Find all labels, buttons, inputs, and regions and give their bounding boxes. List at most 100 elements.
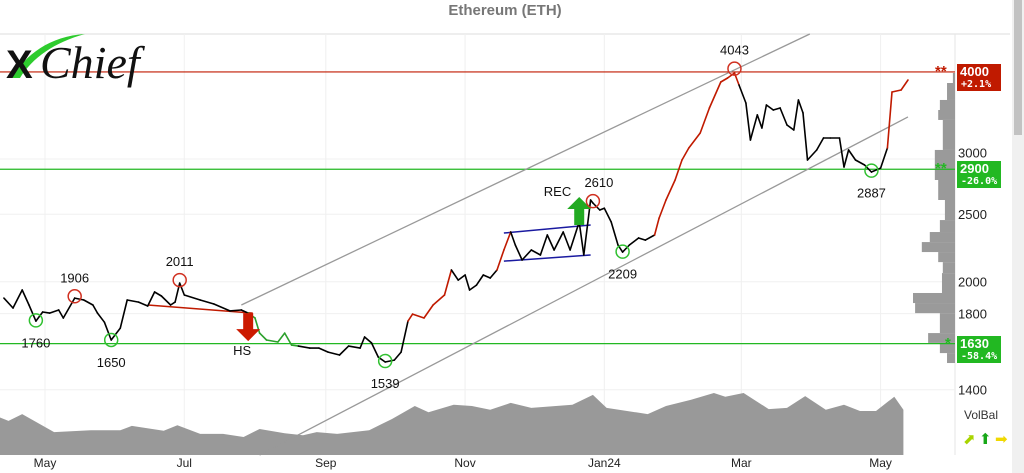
price-segment: [62, 297, 76, 319]
price-segment: [318, 347, 329, 353]
price-segment: [457, 274, 466, 281]
price-segment: [699, 107, 711, 134]
price-segment: [103, 321, 112, 341]
arrow-right-icon: ➡: [995, 431, 1008, 448]
price-segment: [393, 351, 402, 361]
price-segment: [41, 311, 51, 314]
price-segment: [687, 132, 702, 149]
level-badge-1630: 1630 -58.4%: [957, 335, 1001, 363]
level-badge-4000: 4000 +2.1%: [957, 63, 1001, 91]
x-tick-label: Jul: [177, 456, 192, 470]
scrollbar-thumb[interactable]: [1014, 0, 1022, 135]
price-segment: [891, 89, 902, 93]
price-segment: [582, 199, 592, 256]
price-segment: [213, 303, 231, 312]
low-marker: [103, 332, 119, 348]
price-segment: [726, 72, 736, 79]
price-segment: [514, 244, 523, 261]
volume-profile: [913, 72, 955, 364]
x-tick-label: May: [34, 456, 57, 470]
price-segment: [229, 309, 243, 312]
rectangle-boundary: [503, 224, 591, 234]
extreme-label: 2011: [166, 254, 194, 269]
axes: May Jul Sep Nov Jan24 Mar May 3000 2500 2000 1800 1…: [34, 145, 987, 470]
hs-down-arrow-icon: [236, 313, 261, 342]
price-segment: [443, 269, 453, 296]
price-segment: [621, 244, 631, 253]
price-segment: [521, 249, 533, 261]
price-segment: [48, 309, 60, 314]
scrollbar[interactable]: [1012, 0, 1024, 473]
level-badge-2900: 2900 -26.0%: [957, 161, 1001, 189]
price-segment: [35, 311, 44, 322]
volume-profile-bar: [939, 99, 955, 111]
level-price: 1630: [960, 335, 989, 351]
volume-profile-bar: [947, 353, 955, 364]
price-segment: [265, 339, 279, 343]
volbal-area: [0, 393, 904, 455]
price-segment: [92, 304, 99, 314]
price-segment: [530, 249, 542, 256]
price-segment: [160, 295, 172, 306]
volume-profile-bar: [915, 303, 955, 314]
volume-profile-bar: [944, 199, 955, 221]
price-segment: [240, 309, 249, 314]
price-segment: [792, 99, 800, 131]
price-segment: [749, 114, 759, 141]
high-marker: [727, 61, 742, 76]
y-tick-label: 1400: [958, 383, 987, 398]
price-segment: [370, 342, 380, 358]
price-segment: [653, 217, 660, 236]
price-segment: [283, 332, 293, 346]
price-segment: [384, 359, 396, 363]
arrow-up-icon: ⬆: [979, 431, 992, 448]
y-tick-label: 2000: [958, 275, 987, 290]
price-segment: [772, 107, 781, 111]
volume-profile-bar: [921, 242, 955, 253]
volume-profile-bar: [928, 333, 955, 343]
x-tick-label: Mar: [731, 456, 752, 470]
level-change: -58.4%: [961, 350, 998, 362]
annotations: HS REC 1760 1906 1650 2011 1539 2610 2209 4043 288…: [21, 43, 885, 391]
price-segment: [886, 91, 893, 149]
rec-label: REC: [544, 184, 571, 199]
price-segment: [854, 159, 866, 166]
level-stars: **: [935, 160, 947, 178]
price-segment: [900, 79, 909, 91]
volume-profile-bar: [938, 110, 955, 120]
volume-profile-bar: [929, 232, 955, 243]
low-marker: [615, 244, 630, 259]
hs-label: HS: [233, 343, 251, 358]
price-segment: [628, 237, 640, 246]
volume-profile-bar: [938, 179, 955, 200]
rec-up-arrow-icon: [567, 197, 592, 226]
high-marker: [585, 193, 601, 209]
price-segment: [797, 99, 804, 114]
price-segment: [708, 81, 722, 109]
price-segment: [644, 234, 656, 241]
extreme-label: 1650: [97, 355, 126, 370]
price-segment: [578, 221, 585, 256]
price-segment: [802, 112, 809, 161]
price-segment: [338, 345, 350, 356]
price-segment: [562, 231, 571, 251]
extreme-label: 4043: [720, 43, 749, 58]
price-segment: [432, 294, 446, 306]
price-segment: [21, 289, 30, 306]
price-segment: [3, 297, 14, 309]
price-segment: [482, 274, 492, 279]
price-segment: [400, 320, 409, 353]
extreme-label: 1539: [371, 376, 400, 391]
price-segment: [815, 137, 825, 151]
price-segment: [119, 299, 128, 329]
level-stars: *: [945, 334, 951, 352]
volume-profile-bar: [934, 149, 955, 180]
x-tick-label: Sep: [315, 456, 337, 470]
volbal-label: VolBal: [964, 408, 999, 422]
level-stars: **: [935, 62, 947, 80]
price-segment: [610, 221, 619, 246]
price-segment: [297, 345, 311, 349]
price-segment: [450, 269, 460, 281]
price-segment: [665, 179, 676, 201]
